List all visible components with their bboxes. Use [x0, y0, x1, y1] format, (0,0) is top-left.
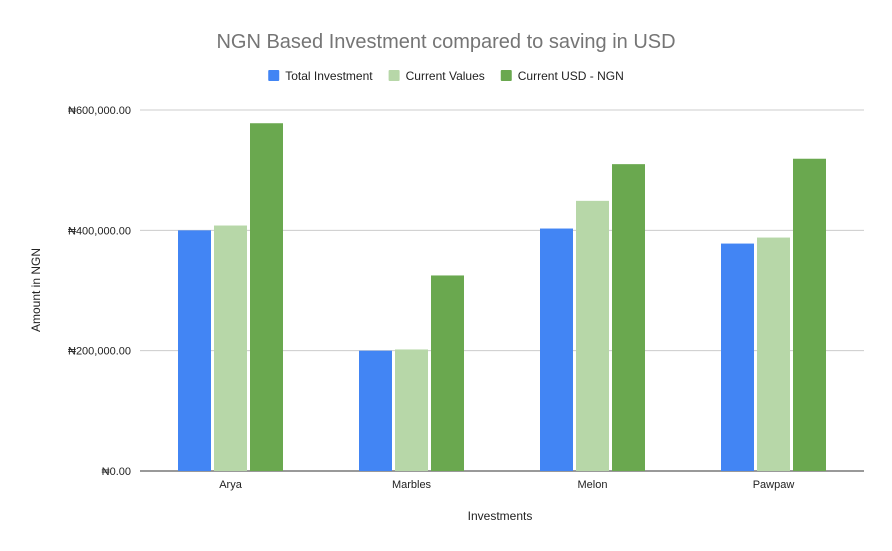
x-tick-label: Marbles: [392, 479, 432, 491]
x-tick-label: Arya: [219, 479, 243, 491]
y-tick-label: ₦400,000.00: [68, 225, 131, 237]
x-tick-label: Melon: [578, 479, 608, 491]
bar-pawpaw-current-usd-ngn: [793, 158, 826, 472]
x-axis-ticks: Arya Marbles Melon Pawpaw: [219, 479, 794, 491]
bar-pawpaw-current-values: [757, 237, 790, 471]
bar-arya-current-values: [214, 225, 247, 471]
bar-marbles-total-investment: [359, 350, 392, 471]
chart-title: NGN Based Investment compared to saving …: [216, 31, 675, 53]
x-axis-title: Investments: [468, 509, 533, 523]
bar-arya-current-usd-ngn: [250, 123, 283, 471]
y-tick-label: ₦0.00: [102, 466, 131, 478]
legend-label: Total Investment: [285, 69, 373, 83]
legend-swatch: [388, 70, 400, 81]
y-axis-ticks: ₦0.00 ₦200,000.00 ₦400,000.00 ₦600,000.00: [68, 105, 131, 478]
bar-marbles-current-usd-ngn: [431, 275, 464, 471]
bar-melon-current-usd-ngn: [612, 164, 645, 471]
legend-item: Total Investment: [268, 69, 373, 83]
gridlines: [140, 109, 864, 472]
legend-item: Current Values: [388, 69, 485, 83]
bar-melon-current-values: [576, 200, 609, 471]
y-tick-label: ₦600,000.00: [68, 105, 131, 117]
legend-label: Current USD - NGN: [518, 69, 624, 83]
legend: Total Investment Current Values Current US…: [268, 69, 624, 83]
y-tick-label: ₦200,000.00: [68, 346, 131, 358]
bar-marbles-current-values: [395, 349, 428, 471]
legend-label: Current Values: [406, 69, 485, 83]
bar-melon-total-investment: [540, 228, 573, 471]
bar-pawpaw-total-investment: [721, 243, 754, 471]
x-tick-label: Pawpaw: [753, 479, 795, 491]
legend-swatch: [268, 70, 280, 81]
bar-arya-total-investment: [178, 230, 211, 471]
legend-item: Current USD - NGN: [500, 69, 624, 83]
bars: [178, 123, 826, 472]
y-axis-title: Amount in NGN: [29, 248, 43, 332]
legend-swatch: [500, 70, 512, 81]
